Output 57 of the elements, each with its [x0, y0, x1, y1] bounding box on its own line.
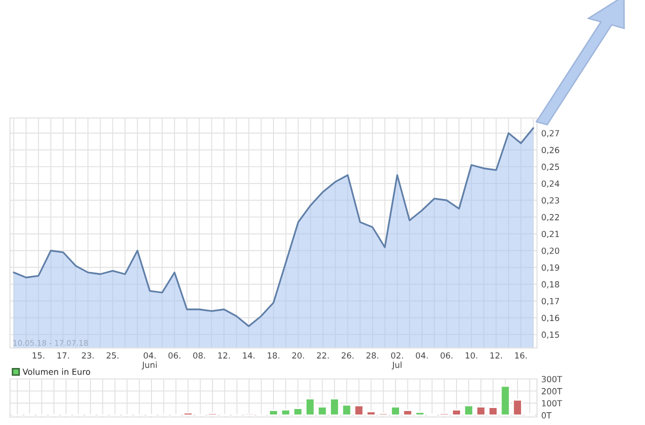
y-tick-label: 0,25	[542, 164, 559, 171]
bar	[317, 406, 328, 416]
x-tick-label: 14.	[243, 352, 254, 358]
x-tick-label: 20.	[292, 352, 304, 359]
bar	[500, 385, 510, 416]
bar	[390, 406, 400, 416]
bar	[488, 406, 498, 416]
y-tick-label: 200T	[542, 388, 562, 394]
x-tick-label: 22.	[316, 352, 329, 358]
x-tick-label: 12.	[490, 352, 502, 358]
x-tick-label: 23.	[82, 352, 94, 359]
x-tick-label: 04. Juni	[142, 352, 157, 370]
bar	[366, 410, 376, 416]
legend-label: Volumen in Euro	[22, 368, 90, 375]
bar	[268, 410, 278, 416]
x-tick-label: 08.	[193, 352, 205, 359]
y-tick-label: 0,20	[542, 248, 560, 255]
bar	[292, 408, 303, 416]
y-tick-label: 100T	[542, 400, 562, 406]
y-tick-label: 0,24	[542, 180, 560, 188]
x-tick-label: 02. Jul	[391, 352, 403, 370]
bar	[402, 410, 413, 416]
y-tick-label: 0T	[542, 412, 552, 418]
y-tick-label: 0,15	[542, 332, 559, 339]
bar	[342, 404, 352, 416]
bar	[476, 406, 486, 416]
x-tick-label: 04.	[416, 352, 428, 359]
bar	[330, 398, 340, 416]
y-tick-label: 0,19	[542, 264, 560, 272]
bar	[183, 412, 194, 416]
x-tick-label: 06.	[168, 352, 180, 359]
y-tick-label: 0,27	[542, 130, 560, 138]
x-tick-label: 06.	[440, 352, 452, 359]
y-tick-label: 0,23	[542, 197, 560, 204]
y-tick-label: 0,21	[542, 230, 559, 238]
bar	[354, 404, 364, 416]
bar	[464, 404, 474, 416]
x-tick-label: 16.	[515, 352, 527, 359]
bar	[512, 399, 522, 416]
x-tick-label: 17.	[57, 352, 69, 358]
bar	[414, 411, 425, 416]
y-tick-label: 300T	[542, 376, 562, 382]
y-tick-label: 0,22	[542, 214, 559, 222]
y-tick-label: 0,16	[542, 314, 560, 322]
x-tick-label: 25.	[106, 352, 118, 359]
x-tick-label: 10.	[466, 352, 478, 359]
bar	[305, 398, 316, 416]
bar	[452, 409, 462, 416]
x-tick-label: 18.	[268, 352, 280, 359]
x-tick-label: 28.	[366, 352, 378, 359]
y-tick-label: 0,18	[542, 281, 560, 288]
x-tick-label: 26.	[342, 352, 354, 359]
x-tick-label: 12.	[218, 352, 230, 358]
bar	[280, 409, 291, 416]
y-tick-label: 0,17	[542, 298, 560, 306]
x-tick-label: 15.	[32, 352, 44, 359]
y-tick-label: 0,26	[542, 146, 560, 154]
